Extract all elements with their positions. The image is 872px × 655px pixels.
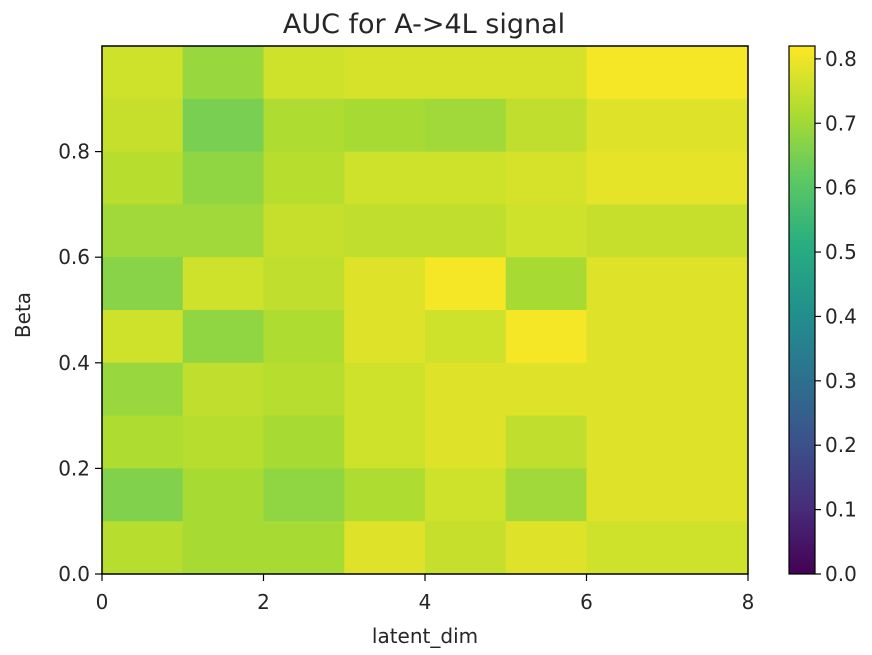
- heatmap-cell: [425, 98, 507, 153]
- heatmap-cell: [505, 362, 587, 417]
- colorbar-tick-label: 0.7: [825, 111, 857, 135]
- heatmap-cell: [102, 46, 184, 100]
- heatmap-cell: [505, 257, 587, 311]
- heatmap-cell: [263, 151, 345, 205]
- heatmap-cell: [263, 98, 345, 153]
- heatmap-cell: [263, 46, 345, 100]
- y-tick-label: 0.8: [58, 140, 90, 164]
- colorbar-tick-label: 0.1: [825, 498, 857, 522]
- heatmap-cell: [425, 415, 507, 469]
- heatmap-cell: [102, 521, 184, 575]
- heatmap-cell: [425, 362, 507, 417]
- heatmap-cell: [505, 521, 587, 575]
- heatmap-cell: [586, 521, 749, 575]
- heatmap-cell: [425, 46, 507, 100]
- heatmap-cell: [344, 46, 426, 100]
- heatmap-cell: [102, 151, 184, 205]
- heatmap-cell: [586, 204, 749, 258]
- heatmap-cell: [344, 310, 426, 364]
- heatmap-cell: [263, 362, 345, 417]
- heatmap-cell: [505, 98, 587, 153]
- heatmap-cell: [505, 468, 587, 522]
- heatmap-cell: [505, 151, 587, 205]
- heatmap-cell: [102, 204, 184, 258]
- x-tick-label: 8: [742, 590, 755, 614]
- heatmap-cell: [586, 98, 749, 153]
- heatmap-cell: [505, 310, 587, 364]
- heatmap-cell: [102, 257, 184, 311]
- heatmap-cell: [425, 468, 507, 522]
- colorbar-tick-label: 0.2: [825, 433, 857, 457]
- heatmap-cell: [586, 151, 749, 205]
- heatmap-cell: [344, 415, 426, 469]
- x-axis-ticks: 0 2 4 6 8: [96, 574, 755, 614]
- colorbar-tick-label: 0.6: [825, 176, 857, 200]
- heatmap-cell: [182, 310, 264, 364]
- heatmap-cell: [344, 98, 426, 153]
- heatmap-cell: [586, 362, 749, 417]
- y-axis-ticks: 0.0 0.2 0.4 0.6 0.8: [58, 140, 102, 586]
- heatmap-cell: [182, 415, 264, 469]
- heatmap-cell: [182, 521, 264, 575]
- heatmap-cell: [425, 151, 507, 205]
- heatmap-cells: [102, 46, 749, 575]
- heatmap-cell: [344, 204, 426, 258]
- heatmap-cell: [344, 468, 426, 522]
- heatmap-cell: [263, 415, 345, 469]
- heatmap-cell: [182, 257, 264, 311]
- x-axis-label: latent_dim: [372, 624, 478, 648]
- heatmap-cell: [425, 257, 507, 311]
- heatmap-cell: [586, 415, 749, 469]
- colorbar-tick-label: 0.5: [825, 240, 857, 264]
- heatmap-cell: [263, 310, 345, 364]
- heatmap-cell: [344, 362, 426, 417]
- heatmap-cell: [182, 362, 264, 417]
- heatmap-cell: [182, 468, 264, 522]
- heatmap-cell: [505, 204, 587, 258]
- heatmap-cell: [586, 310, 749, 364]
- colorbar: [788, 45, 816, 575]
- heatmap-cell: [505, 415, 587, 469]
- heatmap-cell: [425, 204, 507, 258]
- y-axis-label: Beta: [11, 292, 35, 338]
- y-tick-label: 0.2: [58, 456, 90, 480]
- x-tick-label: 0: [96, 590, 109, 614]
- heatmap-cell: [505, 46, 587, 100]
- heatmap-cell: [182, 46, 264, 100]
- x-tick-label: 6: [580, 590, 593, 614]
- heatmap-cell: [182, 151, 264, 205]
- heatmap-cell: [344, 151, 426, 205]
- heatmap-cell: [586, 46, 749, 100]
- x-tick-label: 4: [419, 590, 432, 614]
- heatmap-cell: [344, 257, 426, 311]
- heatmap-cell: [102, 98, 184, 153]
- x-tick-label: 2: [257, 590, 270, 614]
- heatmap-cell: [425, 310, 507, 364]
- colorbar-tick-label: 0.8: [825, 47, 857, 71]
- y-tick-label: 0.0: [58, 562, 90, 586]
- y-tick-label: 0.4: [58, 351, 90, 375]
- colorbar-tick-label: 0.4: [825, 304, 857, 328]
- heatmap-cell: [586, 468, 749, 522]
- y-tick-label: 0.6: [58, 245, 90, 269]
- heatmap-cell: [263, 468, 345, 522]
- heatmap-cell: [344, 521, 426, 575]
- heatmap-cell: [102, 310, 184, 364]
- heatmap-cell: [263, 257, 345, 311]
- heatmap-cell: [182, 98, 264, 153]
- heatmap-cell: [425, 521, 507, 575]
- heatmap-cell: [586, 257, 749, 311]
- heatmap-cell: [102, 468, 184, 522]
- heatmap-cell: [263, 204, 345, 258]
- heatmap-cell: [182, 204, 264, 258]
- colorbar-tick-label: 0.0: [825, 562, 857, 586]
- heatmap-cell: [263, 521, 345, 575]
- colorbar-tick-label: 0.3: [825, 369, 857, 393]
- heatmap-cell: [102, 415, 184, 469]
- colorbar-ticks: 0.0 0.1 0.2 0.3 0.4 0.5 0.6 0.7 0.8: [815, 47, 857, 586]
- heatmap-cell: [102, 362, 184, 417]
- chart-title: AUC for A->4L signal: [283, 9, 565, 40]
